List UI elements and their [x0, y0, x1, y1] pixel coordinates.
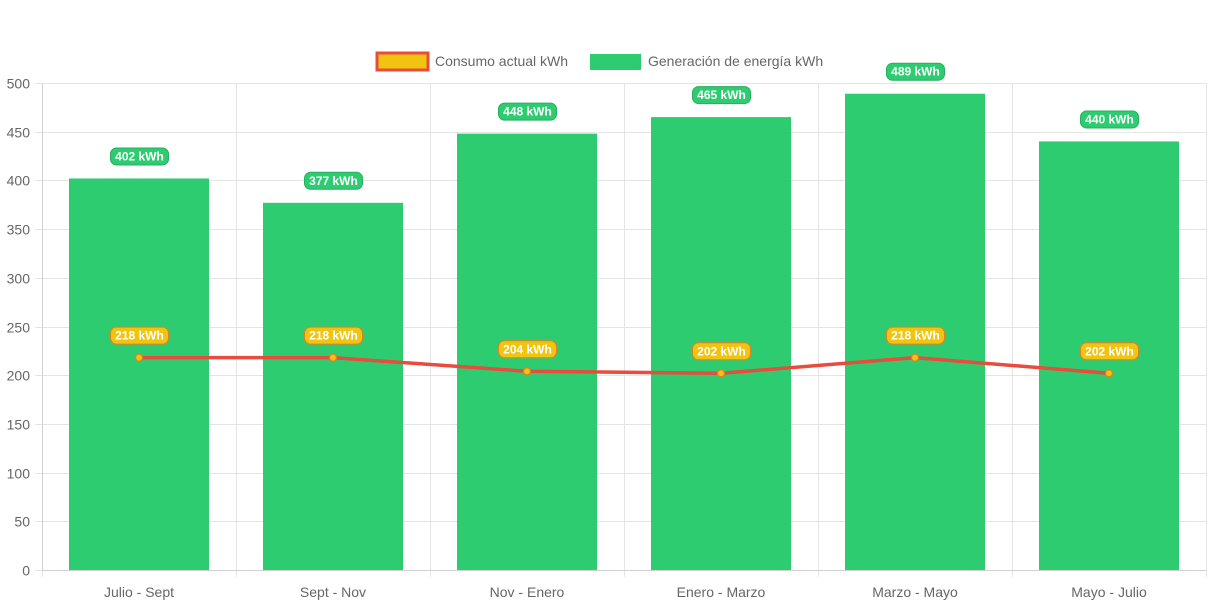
data-label-generacion-text: 402 kWh	[115, 149, 164, 163]
legend-item-generacion[interactable]: Generación de energía kWh	[590, 53, 823, 70]
data-label-consumo-text: 218 kWh	[891, 329, 940, 343]
x-tick-label: Sept - Nov	[300, 584, 366, 600]
data-label-consumo: 218 kWh	[886, 326, 945, 345]
x-tick-label: Mayo - Julio	[1071, 584, 1147, 600]
x-tick-label: Marzo - Mayo	[872, 584, 958, 600]
y-tick-label: 350	[7, 222, 31, 238]
data-label-generacion-text: 448 kWh	[503, 105, 552, 119]
data-label-consumo: 202 kWh	[692, 342, 751, 361]
point-consumo[interactable]	[134, 353, 144, 362]
y-tick-label: 200	[7, 368, 31, 384]
data-label-consumo-bg	[304, 326, 363, 345]
data-label-consumo-text: 202 kWh	[697, 344, 746, 358]
y-tick-label: 250	[7, 320, 31, 336]
data-label-consumo-bg	[1080, 342, 1139, 361]
data-label-generacion: 465 kWh	[692, 86, 751, 105]
line-consumo	[139, 355, 1110, 376]
y-tick-label: 500	[7, 76, 31, 92]
data-label-generacion-bg	[498, 102, 557, 121]
x-tick-label: Enero - Marzo	[677, 584, 766, 600]
line-points	[134, 353, 1114, 378]
point-consumo[interactable]	[910, 353, 920, 362]
data-label-generacion-text: 489 kWh	[891, 65, 940, 79]
y-tick-label: 0	[22, 563, 30, 579]
data-label-generacion: 448 kWh	[498, 102, 557, 121]
data-labels: 402 kWh 377 kWh 448 kWh 465 kWh 489 kWh 440 k…	[110, 62, 1139, 361]
y-tick-label: 50	[14, 514, 30, 530]
data-label-generacion-bg	[886, 62, 945, 81]
y-tick-label: 100	[7, 466, 31, 482]
y-tick-label: 400	[7, 173, 31, 189]
data-label-consumo-bg	[110, 326, 169, 345]
data-label-consumo-text: 204 kWh	[503, 342, 552, 356]
x-tick-label: Nov - Enero	[490, 584, 565, 600]
data-label-generacion-bg	[1080, 110, 1139, 129]
data-label-consumo-text: 202 kWh	[1085, 344, 1134, 358]
legend: Consumo actual kWh Generación de energía…	[375, 51, 823, 72]
data-label-generacion-bg	[110, 147, 169, 166]
legend-swatch-consumo	[375, 51, 430, 72]
data-label-consumo: 202 kWh	[1080, 342, 1139, 361]
data-label-consumo-bg	[886, 326, 945, 345]
data-label-generacion: 402 kWh	[110, 147, 169, 166]
data-label-generacion-text: 465 kWh	[697, 88, 746, 102]
legend-item-consumo[interactable]: Consumo actual kWh	[375, 51, 568, 72]
y-axis: 0 50 100 150 200 250 300 350 400 450 500	[7, 76, 43, 579]
data-label-generacion: 489 kWh	[886, 62, 945, 81]
data-label-consumo-text: 218 kWh	[309, 329, 358, 343]
bar-generacion[interactable]	[263, 202, 403, 570]
data-label-generacion: 440 kWh	[1080, 110, 1139, 129]
bar-series	[69, 93, 1179, 571]
data-label-consumo-bg	[692, 342, 751, 361]
data-label-consumo: 218 kWh	[110, 326, 169, 345]
x-tick-label: Julio - Sept	[104, 584, 174, 600]
legend-label-generacion: Generación de energía kWh	[648, 53, 823, 69]
data-label-generacion-bg	[304, 171, 363, 190]
bar-generacion[interactable]	[69, 178, 209, 570]
data-label-consumo-text: 218 kWh	[115, 329, 164, 343]
data-label-consumo-bg	[498, 340, 557, 359]
legend-label-consumo: Consumo actual kWh	[435, 53, 568, 69]
y-tick-label: 150	[7, 417, 31, 433]
data-label-generacion-text: 440 kWh	[1085, 112, 1134, 126]
x-axis: Julio - Sept Sept - Nov Nov - Enero Enero -…	[42, 570, 1206, 600]
point-consumo[interactable]	[716, 369, 726, 378]
data-label-generacion-bg	[692, 86, 751, 105]
legend-swatch-generacion	[590, 54, 641, 70]
y-tick-label: 450	[7, 125, 31, 141]
data-label-generacion-text: 377 kWh	[309, 174, 358, 188]
point-consumo[interactable]	[522, 367, 532, 376]
line-series	[139, 355, 1110, 376]
grid	[42, 83, 1207, 577]
point-consumo[interactable]	[328, 353, 338, 362]
data-label-consumo: 204 kWh	[498, 340, 557, 359]
point-consumo[interactable]	[1104, 369, 1114, 378]
y-tick-label: 300	[7, 271, 31, 287]
data-label-generacion: 377 kWh	[304, 171, 363, 190]
data-label-consumo: 218 kWh	[304, 326, 363, 345]
